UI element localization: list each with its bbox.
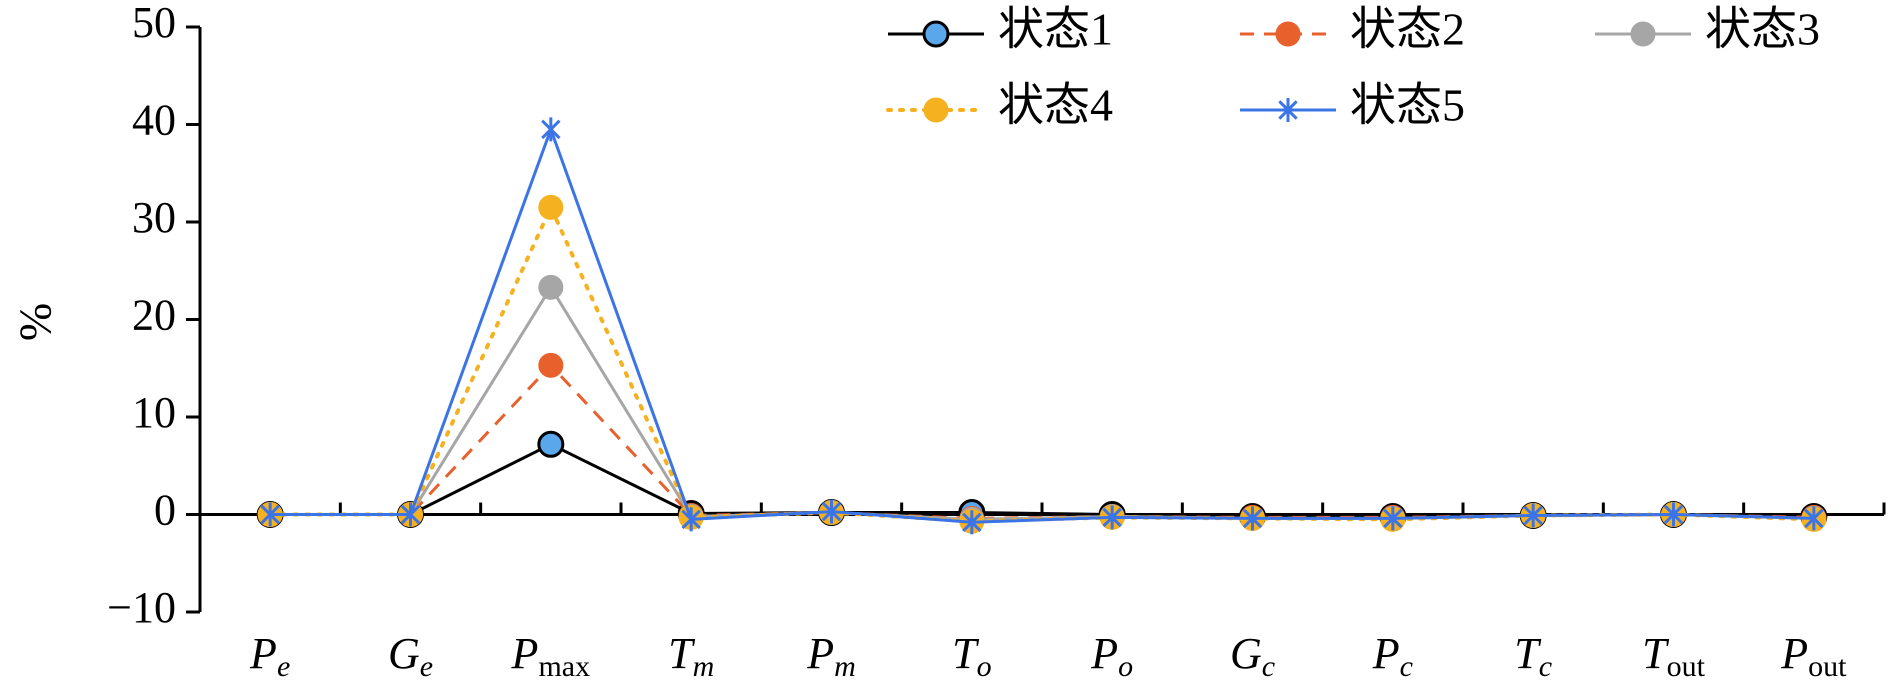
x-tick-label: Pmax [511,629,591,680]
legend-item: 状态3 [1595,4,1820,55]
legend-item: 状态4 [886,80,1113,131]
legend-marker [1630,21,1656,47]
y-axis-label: % [10,303,61,341]
series-layer [256,117,1828,535]
legend-item: 状态2 [1240,4,1465,55]
x-tick-label: Pc [1372,629,1413,680]
legend-label: 状态3 [1705,4,1820,55]
data-point [538,352,564,378]
legend-label: 状态2 [1350,4,1465,55]
x-tick-label: Tm [668,629,714,680]
data-point [962,510,982,535]
data-point [1102,505,1122,530]
x-tick-label: Po [1090,629,1133,680]
legend-marker [1275,21,1301,47]
data-point [260,502,280,527]
series-line [270,363,1814,520]
legend-marker [922,20,950,48]
x-tick-label: Pout [1780,629,1847,680]
y-tick-label: −10 [107,583,176,632]
x-tick-label: To [952,629,991,680]
legend-marker [923,97,949,123]
legend-label: 状态4 [998,80,1113,131]
data-point [681,507,701,532]
legend-item: 状态1 [888,4,1113,55]
y-tick-label: 50 [132,0,176,47]
data-point [1523,503,1543,528]
x-tick-label: Pe [249,629,290,680]
x-tick-label: Pm [806,629,856,680]
data-point [400,502,421,527]
x-tick-label: Gc [1230,629,1275,680]
data-point [821,499,842,524]
legend: 状态1 状态2 状态3 状态4 状态5 [886,4,1820,131]
legend-label: 状态1 [998,4,1113,55]
data-point [1383,506,1403,531]
legend-marker [1278,98,1298,122]
data-point [538,194,564,220]
legend-item: 状态5 [1240,80,1465,131]
y-tick-label: 40 [132,96,176,145]
data-point [538,274,564,300]
data-point [1242,506,1263,531]
data-point [1804,506,1824,531]
x-tick-label: Tc [1514,629,1552,680]
legend-label: 状态5 [1350,80,1465,131]
data-point [541,117,561,142]
series-line [270,285,1814,521]
y-tick-label: 30 [132,193,176,242]
y-tick-label: 10 [132,388,176,437]
series-line [270,127,1814,524]
x-tick-label: Tout [1642,629,1705,680]
data-point [537,430,565,458]
y-tick-label: 20 [132,291,176,340]
x-tick-label: Ge [388,629,433,680]
y-tick-label: 0 [154,486,176,535]
data-point [1663,502,1684,527]
series-3 [257,274,1827,532]
series-5 [260,117,1824,535]
series-4 [257,194,1827,534]
axes: −10 0 10 20 30 40 50 Pe Ge Pmax Tm Pm To Po Gc Pc Tc Tout… [107,0,1886,680]
